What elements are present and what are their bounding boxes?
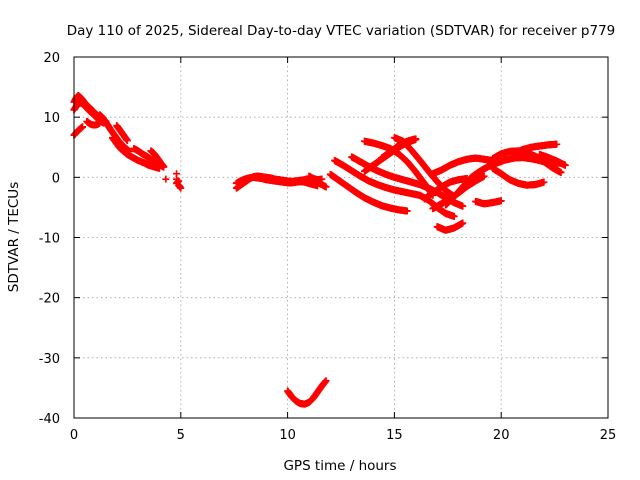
series-arc13 <box>232 173 322 190</box>
x-tick-label: 5 <box>177 428 185 443</box>
series-arc4 <box>83 117 104 129</box>
y-tick-label: 20 <box>43 51 60 66</box>
data-point <box>79 123 87 131</box>
series-arc10 <box>162 175 170 183</box>
y-tick-label: -40 <box>39 412 60 427</box>
data-point <box>162 175 170 183</box>
chart-title: Day 110 of 2025, Sidereal Day-to-day VTE… <box>67 23 616 39</box>
data-point <box>177 184 185 192</box>
grid <box>74 57 608 418</box>
series-arc5 <box>96 111 134 155</box>
data-point <box>412 135 420 143</box>
series-arc11 <box>173 170 185 192</box>
series-arc9 <box>147 147 168 171</box>
series-arc28 <box>472 197 505 208</box>
data-point <box>322 183 330 191</box>
x-tick-labels: 0 5 10 15 20 25 <box>70 428 616 443</box>
series-arc3 <box>70 123 87 139</box>
x-tick-label: 20 <box>493 428 510 443</box>
x-tick-label: 25 <box>600 428 617 443</box>
data-point <box>314 182 322 190</box>
series-arc7 <box>108 134 163 172</box>
series-arc25 <box>442 159 501 209</box>
series-arc16 <box>326 170 411 215</box>
y-axis-label: SDTVAR / TECUs <box>6 182 22 292</box>
y-tick-label: -30 <box>39 352 60 367</box>
series-arc15 <box>284 377 330 408</box>
data-point <box>403 207 411 215</box>
data-point <box>318 175 326 183</box>
data-point <box>322 377 330 385</box>
data-point <box>96 119 104 127</box>
series-arc19 <box>360 137 437 199</box>
series-arc22 <box>378 135 420 162</box>
x-tick-label: 0 <box>70 428 78 443</box>
x-axis-label: GPS time / hours <box>283 458 396 474</box>
y-tick-label: 0 <box>52 171 60 186</box>
data-point <box>160 163 168 171</box>
y-tick-labels: -40 -30 -20 -10 0 10 20 <box>39 51 60 427</box>
series-arc29 <box>489 164 548 189</box>
y-tick-label: 10 <box>43 111 60 126</box>
series-arc6 <box>113 122 131 145</box>
data-point <box>459 202 467 210</box>
y-tick-label: -10 <box>39 232 60 247</box>
data-point <box>480 172 488 180</box>
series-arc14 <box>305 172 326 184</box>
data-points <box>70 92 569 408</box>
data-point <box>450 212 458 220</box>
x-tick-label: 10 <box>279 428 296 443</box>
y-tick-label: -20 <box>39 292 60 307</box>
x-tick-label: 15 <box>386 428 403 443</box>
series-arc17 <box>331 156 458 220</box>
data-point <box>123 137 131 145</box>
series-arc27 <box>433 219 467 234</box>
